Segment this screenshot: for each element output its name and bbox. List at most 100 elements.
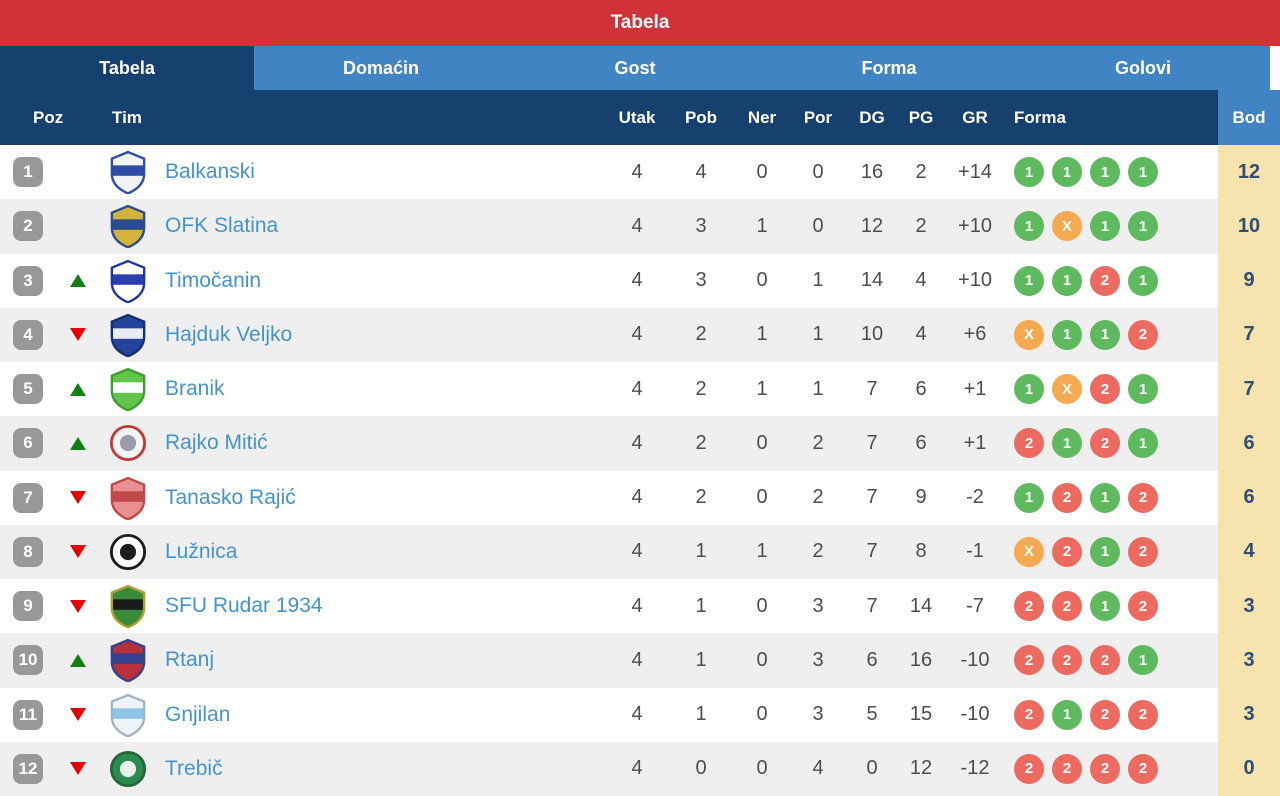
stat-gr: -10 bbox=[960, 703, 990, 726]
form-result-loss: 2 bbox=[1128, 319, 1158, 350]
team-name-link[interactable]: Timočanin bbox=[165, 268, 262, 292]
stat-gr: +10 bbox=[958, 269, 992, 292]
col-header-dg: DG bbox=[859, 107, 885, 127]
tab-domacin[interactable]: Domaćin bbox=[254, 46, 508, 90]
tab-label: Domaćin bbox=[342, 57, 420, 78]
points-value: 9 bbox=[1218, 253, 1280, 308]
stat-pob: 3 bbox=[695, 214, 707, 237]
col-header-bod: Bod bbox=[1218, 90, 1280, 145]
tab-golovi[interactable]: Golovi bbox=[1016, 46, 1270, 90]
team-name-link[interactable]: Gnjilan bbox=[165, 702, 231, 726]
stat-utak: 4 bbox=[631, 486, 643, 509]
stat-utak: 4 bbox=[631, 160, 643, 183]
stat-pob: 1 bbox=[695, 703, 707, 726]
team-name-link[interactable]: SFU Rudar 1934 bbox=[165, 594, 323, 618]
stat-dg: 7 bbox=[866, 486, 878, 509]
form-result-loss: 2 bbox=[1128, 482, 1158, 513]
stat-pob: 2 bbox=[695, 486, 707, 509]
form-result-loss: 2 bbox=[1014, 699, 1044, 730]
movement-cell bbox=[56, 491, 100, 505]
team-name-link[interactable]: OFK Slatina bbox=[165, 214, 279, 238]
position-cell: 6 bbox=[0, 428, 56, 459]
stat-pg: 15 bbox=[909, 703, 933, 726]
stat-ner: 1 bbox=[756, 540, 768, 563]
team-name-link[interactable]: Rajko Mitić bbox=[165, 431, 268, 455]
form-result-win: 1 bbox=[1090, 211, 1120, 242]
points-value: 4 bbox=[1218, 524, 1280, 579]
points-value: 3 bbox=[1218, 579, 1280, 634]
stat-utak: 4 bbox=[631, 594, 643, 617]
col-header-pg: PG bbox=[908, 107, 934, 127]
club-logo bbox=[100, 638, 155, 683]
tab-tabela[interactable]: Tabela bbox=[0, 46, 254, 90]
form-result-win: 1 bbox=[1128, 157, 1158, 188]
tab-forma[interactable]: Forma bbox=[762, 46, 1016, 90]
movement-cell bbox=[56, 599, 100, 613]
team-name-link[interactable]: Branik bbox=[165, 377, 225, 401]
team-cell: Rtanj bbox=[155, 648, 608, 672]
team-cell: Gnjilan bbox=[155, 703, 608, 727]
col-header-tim: Tim bbox=[112, 107, 142, 127]
team-name-link[interactable]: Lužnica bbox=[165, 539, 238, 563]
stat-gr: +14 bbox=[958, 160, 992, 183]
team-cell: OFK Slatina bbox=[155, 214, 608, 238]
stat-por: 3 bbox=[812, 594, 824, 617]
form-result-draw: X bbox=[1014, 319, 1044, 350]
team-name-link[interactable]: Balkanski bbox=[165, 160, 255, 184]
form-result-win: 1 bbox=[1014, 211, 1044, 242]
stat-pob: 2 bbox=[695, 323, 707, 346]
club-logo bbox=[100, 313, 155, 357]
club-crest-icon bbox=[110, 313, 145, 357]
col-header-utak: Utak bbox=[618, 107, 656, 127]
team-name-link[interactable]: Hajduk Veljko bbox=[165, 322, 293, 346]
form-result-win: 1 bbox=[1014, 482, 1044, 513]
position-badge: 7 bbox=[13, 482, 43, 513]
stat-pg: 16 bbox=[909, 648, 933, 671]
form-result-loss: 2 bbox=[1128, 753, 1158, 784]
stat-por: 2 bbox=[812, 431, 824, 454]
stat-utak: 4 bbox=[631, 648, 643, 671]
club-logo bbox=[100, 584, 155, 629]
position-cell: 9 bbox=[0, 591, 56, 622]
team-cell: Hajduk Veljko bbox=[155, 323, 608, 347]
tab-gost[interactable]: Gost bbox=[508, 46, 762, 90]
form-result-win: 1 bbox=[1014, 265, 1044, 296]
team-name-link[interactable]: Trebič bbox=[165, 756, 223, 780]
stat-dg: 14 bbox=[860, 269, 884, 292]
team-cell: SFU Rudar 1934 bbox=[155, 594, 608, 618]
stat-gr: -7 bbox=[966, 594, 984, 617]
up-arrow-icon bbox=[70, 382, 86, 396]
team-name-link[interactable]: Tanasko Rajić bbox=[165, 485, 296, 509]
stat-gr: +10 bbox=[958, 214, 992, 237]
tab-label: Forma bbox=[861, 57, 917, 78]
team-cell: Lužnica bbox=[155, 540, 608, 564]
position-badge: 2 bbox=[13, 211, 43, 242]
form-result-win: 1 bbox=[1052, 265, 1082, 296]
club-logo bbox=[100, 747, 155, 791]
team-name-link[interactable]: Rtanj bbox=[165, 648, 215, 672]
position-badge: 11 bbox=[13, 699, 43, 730]
club-logo bbox=[100, 259, 155, 303]
movement-cell bbox=[56, 762, 100, 776]
stat-utak: 4 bbox=[631, 323, 643, 346]
stat-dg: 10 bbox=[860, 323, 884, 346]
stat-utak: 4 bbox=[631, 757, 643, 780]
stat-pg: 2 bbox=[915, 160, 927, 183]
